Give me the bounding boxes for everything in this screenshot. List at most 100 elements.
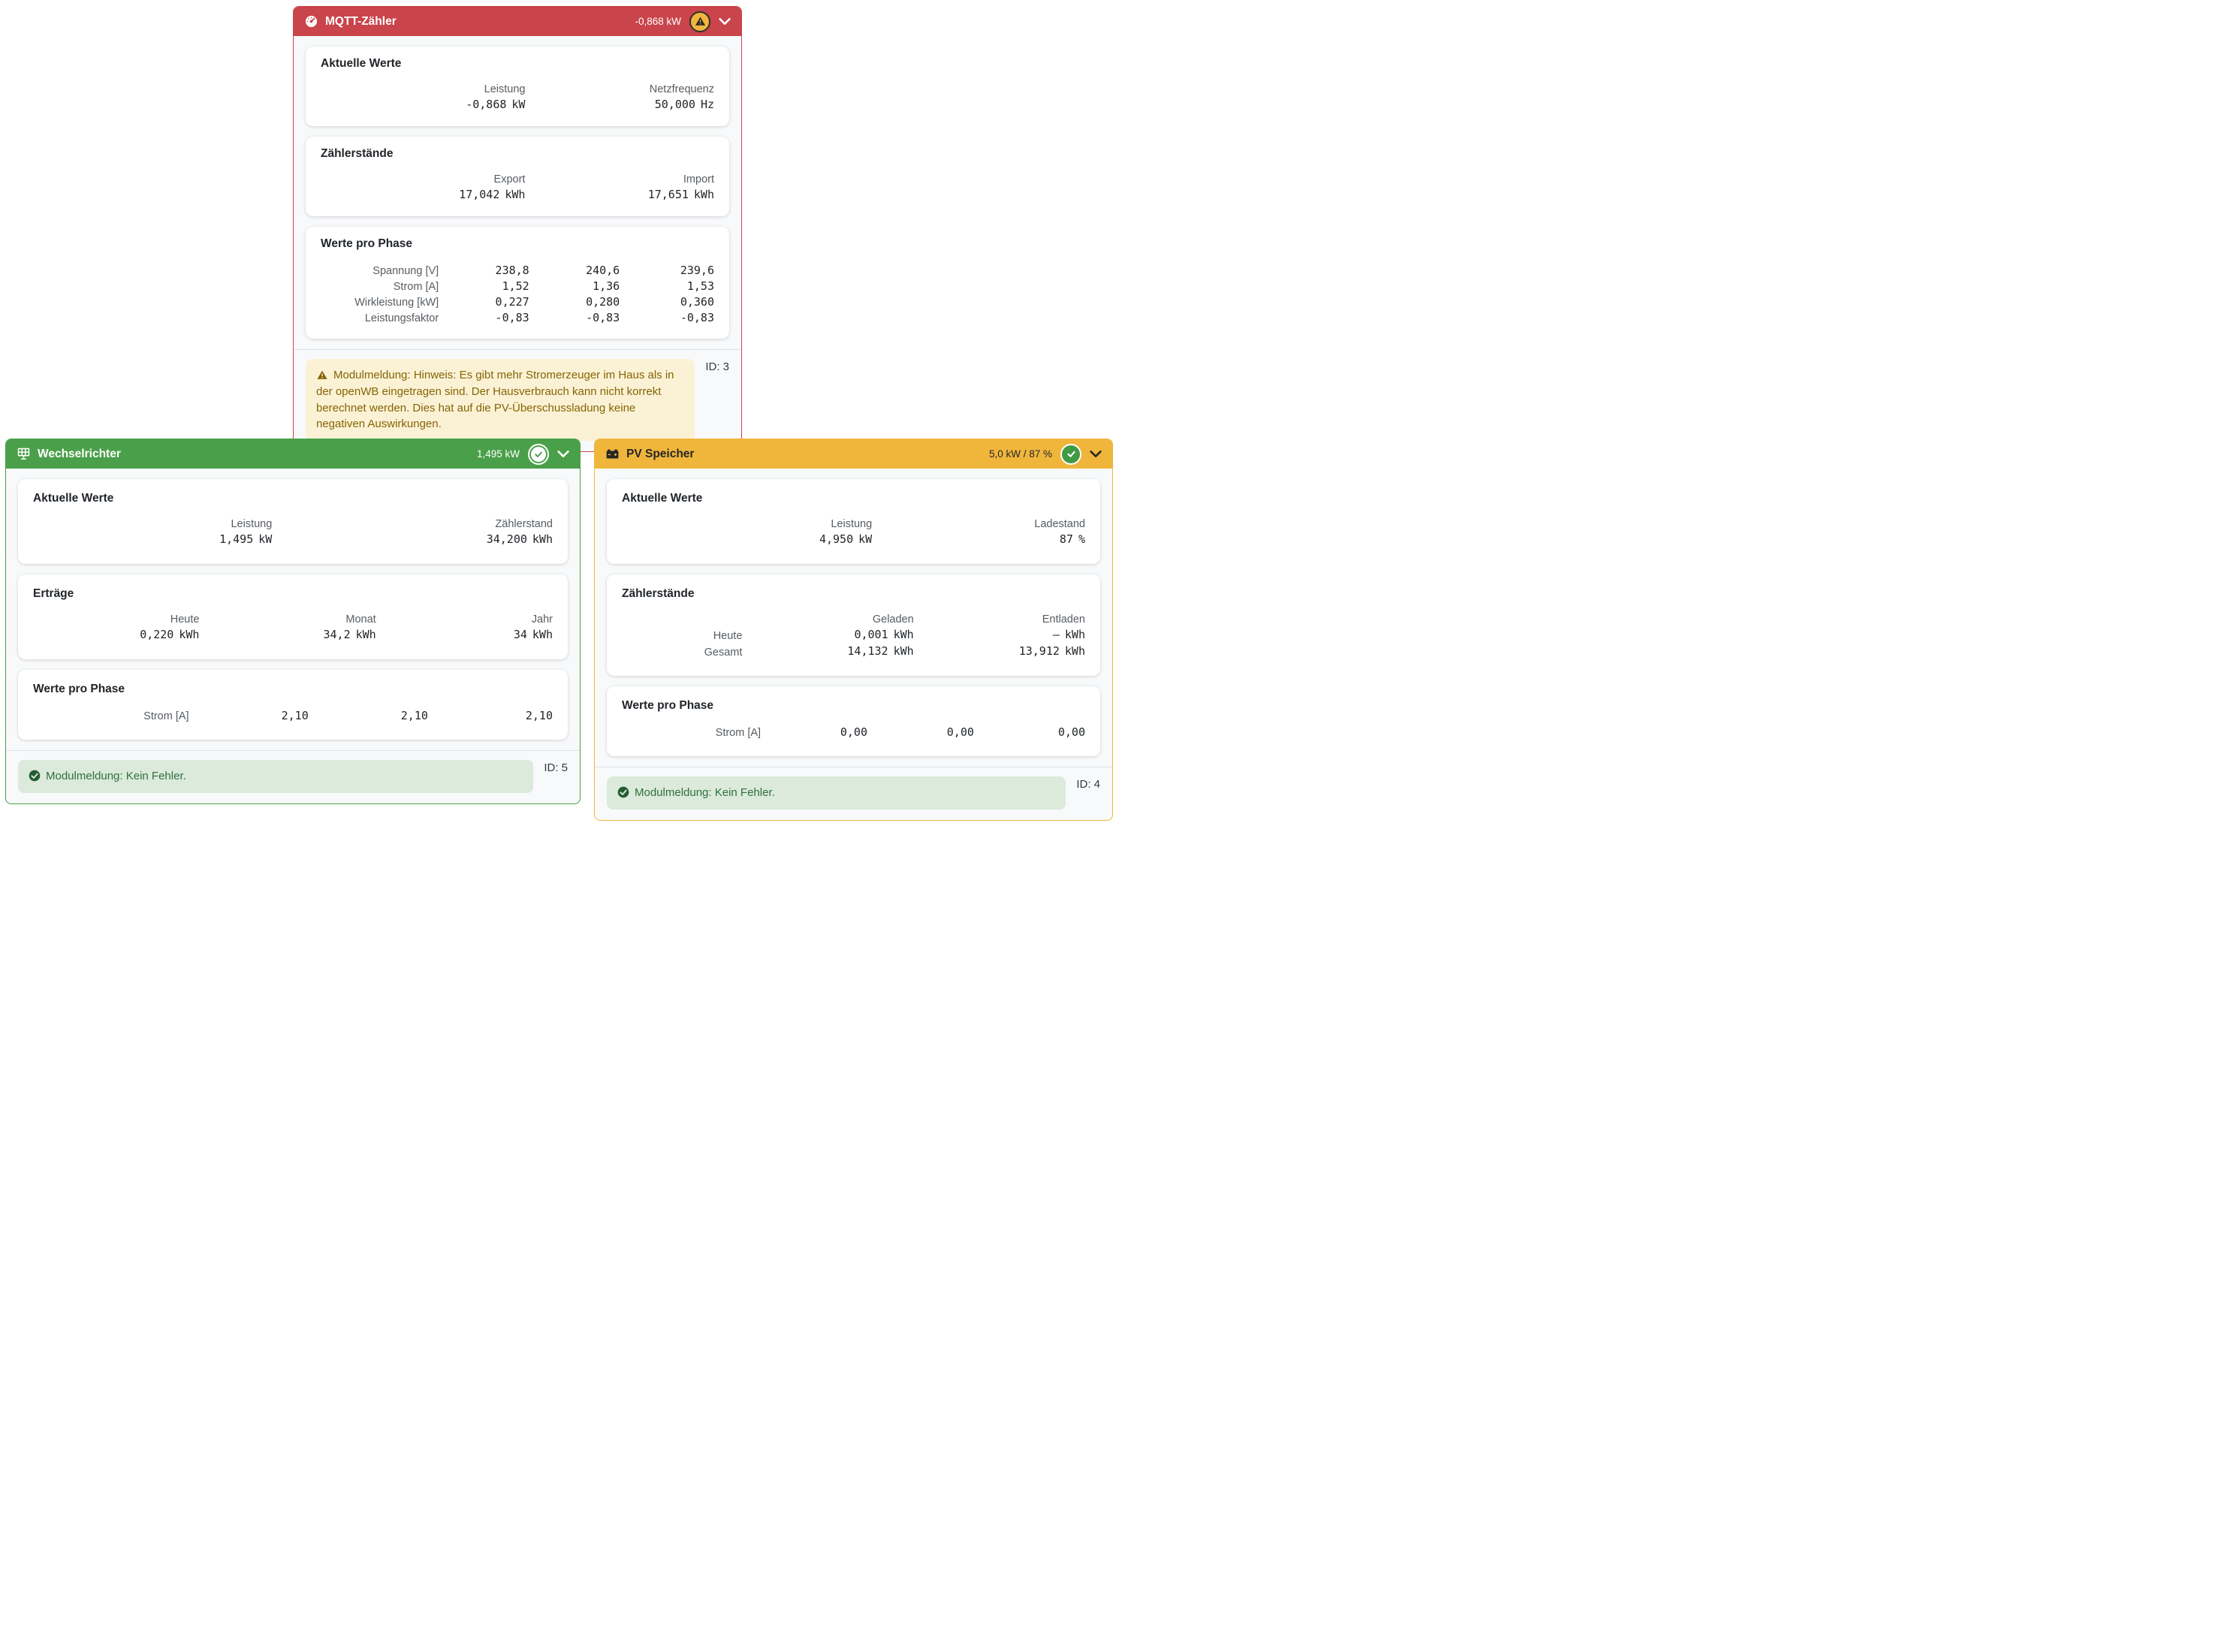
inverter-card-header[interactable]: Wechselrichter 1,495 kW: [6, 439, 580, 469]
charge-discharge-table: Geladen Entladen Heute 0,001 kWh – kWh Ges…: [622, 612, 1085, 659]
column-label: Heute: [170, 613, 200, 626]
phase-value: 1,53: [686, 279, 714, 293]
section-title: Werte pro Phase: [321, 237, 413, 250]
column-label: Jahr: [531, 613, 553, 626]
battery-meter-readings-section: Zählerstände Geladen Entladen Heute 0,00…: [607, 574, 1100, 676]
check-circle-icon: [29, 770, 41, 782]
value-number: 4,950: [819, 532, 854, 546]
value-unit: kWh: [893, 644, 914, 658]
phase-value: 0,360: [680, 294, 714, 309]
inverter-phase-values-section: Werte pro Phase Strom [A] 2,10 2,10 2,10: [18, 670, 568, 740]
value-number: 13,912: [1018, 644, 1060, 658]
column-value: 34,200 kWh: [272, 531, 553, 547]
value-number: -0,868: [466, 97, 507, 111]
phase-value: 2,10: [400, 708, 428, 722]
value-number: 34,200: [486, 532, 527, 546]
column-label: Leistung: [231, 517, 273, 530]
mqtt-card-header[interactable]: MQTT-Zähler -0,868 kW: [294, 7, 741, 36]
column-label: Geladen: [872, 613, 914, 626]
phase-row-label: Strom [A]: [393, 280, 439, 293]
column-value: 0,220 kWh: [33, 626, 199, 643]
value-number: 17,651: [647, 187, 689, 201]
header-power-value: 1,495 kW: [476, 448, 520, 460]
value-number: 34: [513, 627, 527, 641]
row-label: Gesamt: [704, 646, 743, 659]
phase-value: 240,6: [586, 263, 620, 277]
value-number: 34,2: [323, 627, 351, 641]
column-value: 34 kWh: [376, 626, 553, 643]
module-message-success: Modulmeldung: Kein Fehler.: [607, 776, 1066, 809]
column-value: 4,950 kW: [622, 531, 872, 547]
battery-card-footer: Modulmeldung: Kein Fehler. ID: 4: [595, 767, 1112, 820]
header-power-soc-value: 5,0 kW / 87 %: [988, 448, 1052, 460]
module-message-text: Modulmeldung: Kein Fehler.: [46, 770, 186, 782]
phase-value: 0,00: [840, 725, 867, 739]
module-message-text: Modulmeldung: Hinweis: Es gibt mehr Stro…: [316, 369, 674, 431]
phase-value: -0,83: [680, 310, 714, 324]
yields-table: Heute Monat Jahr 0,220 kWh 34,2 kWh 34 kWh: [33, 612, 553, 643]
value-unit: kWh: [179, 627, 200, 641]
chevron-down-icon[interactable]: [719, 17, 731, 26]
module-message-success: Modulmeldung: Kein Fehler.: [18, 760, 534, 793]
component-id-label: ID: 4: [1076, 778, 1100, 791]
mqtt-header-right: -0,868 kW: [635, 11, 731, 32]
column-label: Leistung: [831, 517, 873, 530]
inverter-yields-section: Erträge Heute Monat Jahr 0,220 kWh 34,2 kW…: [18, 574, 568, 659]
chevron-down-icon[interactable]: [1090, 450, 1102, 458]
phase-value: 0,280: [586, 294, 620, 309]
inverter-card-body: Aktuelle Werte Leistung Zählerstand 1,49…: [6, 469, 580, 740]
column-label: Monat: [345, 613, 376, 626]
current-values-table: Leistung Netzfrequenz -0,868 kW 50,000 Hz: [321, 82, 714, 113]
value-number: 50,000: [654, 97, 695, 111]
card-title: PV Speicher: [626, 447, 695, 460]
mqtt-current-values-section: Aktuelle Werte Leistung Netzfrequenz -0,…: [306, 47, 729, 126]
component-id-label: ID: 3: [705, 360, 729, 373]
column-value: 1,495 kW: [33, 531, 272, 547]
value-unit: Hz: [700, 97, 714, 111]
value-unit: kWh: [1064, 627, 1085, 641]
inverter-header-left: Wechselrichter: [17, 447, 121, 461]
battery-header-right: 5,0 kW / 87 %: [988, 443, 1102, 465]
check-circle-icon: [617, 786, 629, 798]
phase-value: 238,8: [495, 263, 529, 277]
column-label: Netzfrequenz: [649, 83, 714, 95]
card-title: MQTT-Zähler: [325, 14, 397, 28]
column-value: 17,651 kWh: [525, 186, 714, 203]
value-unit: kWh: [693, 187, 714, 201]
section-title: Werte pro Phase: [33, 683, 125, 695]
column-label: Export: [493, 173, 526, 185]
phase-row-label: Wirkleistung [kW]: [354, 296, 439, 309]
battery-header-left: PV Speicher: [605, 447, 694, 461]
phase-value: 239,6: [680, 263, 714, 277]
module-message-warning: Modulmeldung: Hinweis: Es gibt mehr Stro…: [306, 359, 695, 441]
gauge-icon: [305, 15, 318, 28]
phase-value: 0,00: [1057, 725, 1085, 739]
phase-value: 0,00: [946, 725, 974, 739]
mqtt-meter-readings-section: Zählerstände Export Import 17,042 kWh 17,…: [306, 137, 729, 216]
module-message-text: Modulmeldung: Kein Fehler.: [635, 786, 775, 799]
column-label: Zählerstand: [495, 517, 553, 530]
column-label: Import: [683, 173, 714, 185]
battery-current-values-section: Aktuelle Werte Leistung Ladestand 4,950 k…: [607, 479, 1100, 564]
battery-card-header[interactable]: PV Speicher 5,0 kW / 87 %: [595, 439, 1112, 469]
phase-value: 1,36: [593, 279, 620, 293]
phase-value: 2,10: [525, 708, 553, 722]
column-value: 0,001 kWh: [742, 626, 913, 643]
phase-row-label: Strom [A]: [715, 726, 762, 739]
warning-status-icon: [689, 11, 710, 32]
column-value: 14,132 kWh: [742, 643, 913, 659]
value-number: 1,495: [219, 532, 254, 546]
phase-value: 0,227: [495, 294, 529, 309]
component-id-label: ID: 5: [544, 761, 568, 774]
column-value: 17,042 kWh: [321, 186, 525, 203]
chevron-down-icon[interactable]: [557, 450, 569, 458]
ok-status-icon: [1060, 443, 1081, 465]
column-value: 87%: [872, 531, 1085, 547]
phase-values-table: Strom [A] 0,00 0,00 0,00: [622, 724, 1085, 740]
section-title: Werte pro Phase: [622, 699, 714, 712]
inverter-card-footer: Modulmeldung: Kein Fehler. ID: 5: [6, 750, 580, 803]
value-unit: kWh: [355, 627, 376, 641]
empty-cell: [622, 612, 742, 626]
phase-values-table: Strom [A] 2,10 2,10 2,10: [33, 707, 553, 723]
section-title: Aktuelle Werte: [33, 492, 114, 505]
